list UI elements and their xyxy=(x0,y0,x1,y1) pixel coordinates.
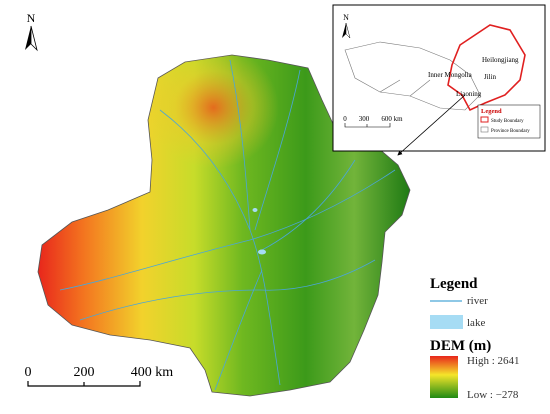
province-label: Inner Mongolia xyxy=(428,71,473,79)
inset-arrow xyxy=(345,22,351,39)
arrow-left xyxy=(25,26,31,50)
inset-scale-label: 600 km xyxy=(381,115,403,123)
north-arrow: N xyxy=(25,11,38,52)
province-boundaries xyxy=(344,41,481,111)
lake xyxy=(252,208,258,212)
scale-line xyxy=(27,381,141,387)
highland-shade xyxy=(148,55,335,230)
river xyxy=(79,259,376,321)
legend-title: Legend xyxy=(430,276,478,292)
inset-map: N Heilongjiang Jilin Inner Mongolia Liao… xyxy=(332,4,546,152)
study-boundary xyxy=(447,24,526,112)
river xyxy=(214,269,263,391)
rivers xyxy=(59,59,396,391)
scale-label: 0 xyxy=(25,365,32,380)
river xyxy=(261,159,356,251)
inset-legend-item: Study Boundary xyxy=(491,119,524,124)
river xyxy=(254,69,301,231)
inset-legend-item: Province Boundary xyxy=(491,129,530,134)
scale-bar: 0 200 400 km xyxy=(25,365,174,387)
study-area xyxy=(37,54,411,397)
legend-item: lake xyxy=(467,317,485,329)
legend-item: river xyxy=(467,295,488,307)
scale-label: 200 xyxy=(74,365,95,380)
inset-north-label: N xyxy=(343,13,349,22)
inset-scale-label: 300 xyxy=(359,115,370,123)
legend: Legend river lake DEM (m) High : 2641 Lo… xyxy=(430,276,520,401)
inset-scale-bar xyxy=(344,123,391,128)
pointer-arrow xyxy=(397,94,466,156)
inset-legend-title: Legend xyxy=(481,108,502,115)
dem-color-bar xyxy=(430,356,458,398)
inset-arrow xyxy=(342,23,346,38)
province-label: Jilin xyxy=(484,73,497,81)
province-label: Heilongjiang xyxy=(482,56,519,64)
arrow-right xyxy=(30,25,38,52)
dem-title: DEM (m) xyxy=(430,338,491,354)
river xyxy=(229,59,251,231)
dem-high-label: High : 2641 xyxy=(467,355,520,367)
river xyxy=(59,169,396,291)
legend-swatch xyxy=(480,116,489,123)
province-label: Liaoning xyxy=(456,90,482,98)
legend-swatch xyxy=(480,126,489,133)
lake-swatch xyxy=(430,315,463,329)
north-label: N xyxy=(27,11,36,25)
lake xyxy=(258,249,266,255)
dem-low-label: Low : −278 xyxy=(467,389,519,401)
inset-scale-label: 0 xyxy=(343,115,347,123)
scale-label: 400 km xyxy=(131,365,174,380)
